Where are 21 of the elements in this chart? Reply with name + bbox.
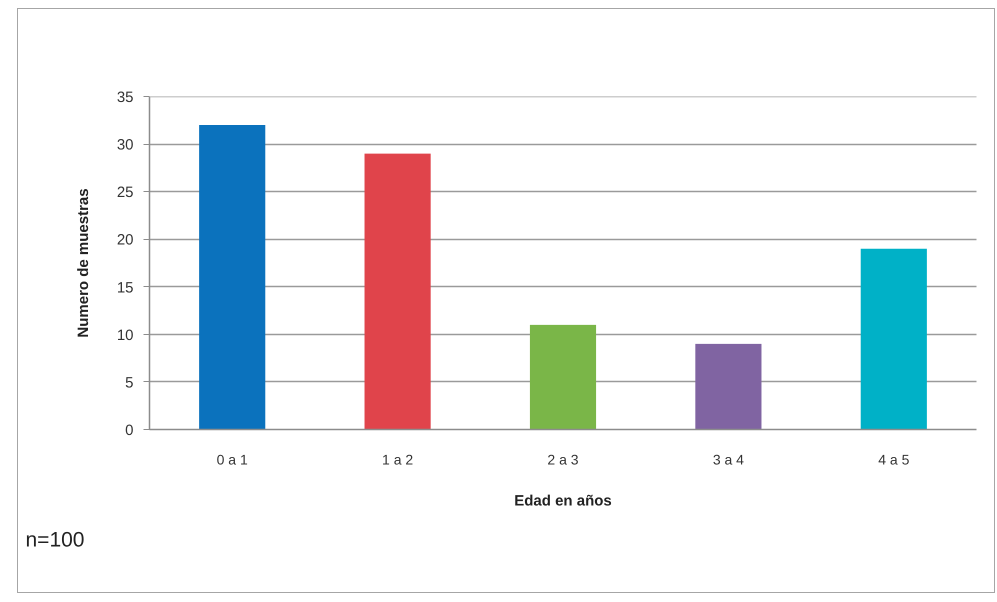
y-tick-label: 20 xyxy=(116,232,134,249)
y-tick-label: 25 xyxy=(116,184,134,202)
bar xyxy=(364,154,431,430)
y-tick-label: 15 xyxy=(116,279,134,296)
y-tick-label: 35 xyxy=(116,89,134,106)
bar xyxy=(695,344,762,430)
x-tick-label: 3 a 4 xyxy=(712,452,744,468)
x-axis-title: Edad en años xyxy=(514,492,612,510)
y-axis-title: Numero de muestras xyxy=(74,188,92,338)
y-tick-label: 0 xyxy=(125,422,134,439)
y-tick-label: 10 xyxy=(116,326,134,344)
bar xyxy=(530,324,596,430)
x-tick-label: 4 a 5 xyxy=(878,452,910,468)
x-tick-label: 1 a 2 xyxy=(382,452,414,468)
y-tick-label: 5 xyxy=(125,374,134,392)
x-tick-label: 2 a 3 xyxy=(547,452,579,468)
y-tick-label: 30 xyxy=(116,136,134,154)
bar xyxy=(860,248,927,430)
text: n=100 xyxy=(26,528,84,552)
x-tick-label: 0 a 1 xyxy=(216,452,248,468)
bar xyxy=(199,125,266,430)
